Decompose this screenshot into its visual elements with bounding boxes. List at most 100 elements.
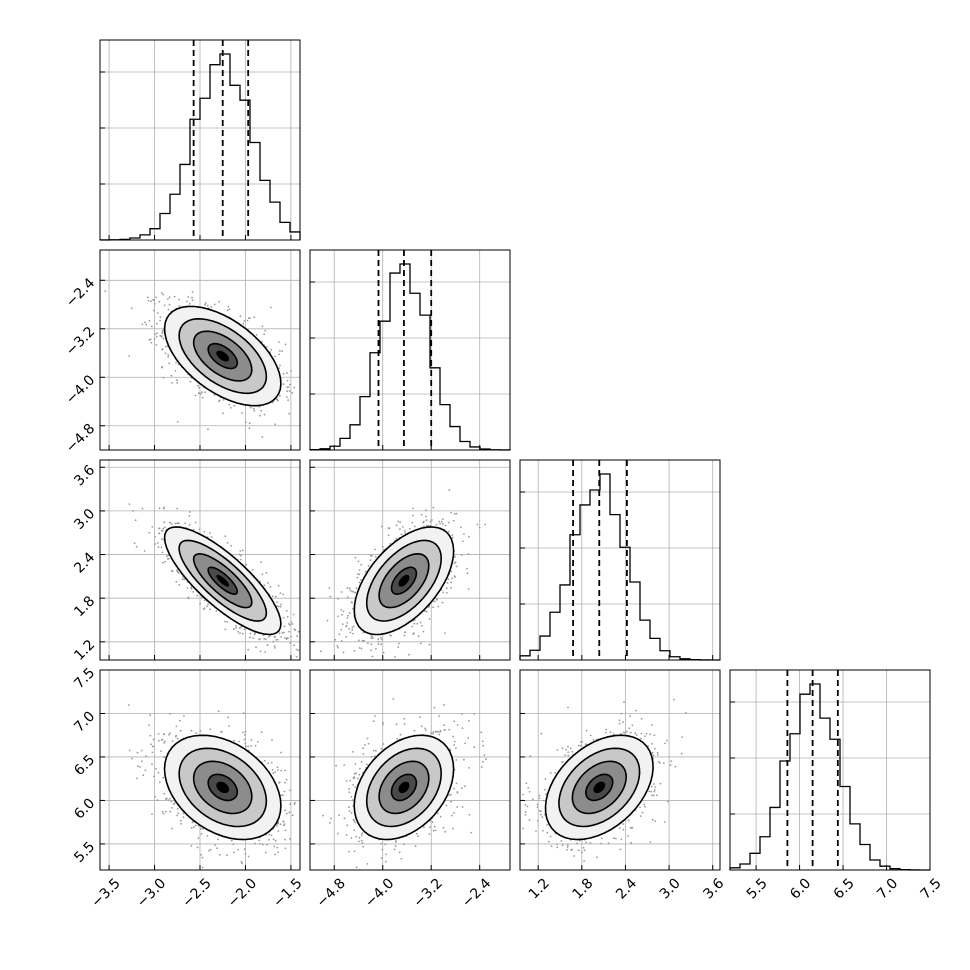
sample-point [440, 520, 443, 523]
contour-level-1 [192, 330, 253, 382]
sample-point [422, 630, 425, 633]
sample-point [158, 507, 161, 510]
sample-point [338, 633, 341, 636]
sample-point [199, 827, 202, 830]
panel-0-0 [99, 39, 301, 241]
sample-point [274, 635, 277, 638]
sample-point [206, 304, 209, 307]
sample-point [243, 320, 246, 322]
sample-point [419, 642, 422, 645]
sample-point [170, 374, 173, 377]
sample-point [162, 337, 165, 340]
sample-point [158, 532, 161, 535]
sample-point [175, 581, 178, 583]
sample-point [150, 325, 153, 328]
sample-point [414, 525, 416, 528]
y-tick-label: −4.8 [63, 421, 98, 456]
sample-point [402, 526, 404, 528]
sample-point [251, 569, 254, 571]
sample-point [171, 382, 173, 384]
panel-2-0: 1.21.82.43.03.6 [71, 459, 301, 664]
sample-point [450, 570, 453, 573]
sample-point [238, 553, 241, 556]
sample-point [270, 348, 273, 351]
sample-point [281, 350, 283, 353]
sample-point [442, 591, 445, 594]
sample-point [293, 644, 295, 647]
sample-point [374, 548, 376, 551]
sample-point [286, 372, 288, 375]
sample-point [232, 628, 235, 631]
sample-point [196, 846, 199, 849]
sample-point [198, 386, 201, 389]
sample-point [150, 300, 152, 303]
sample-point [230, 544, 233, 547]
sample-point [155, 335, 158, 338]
sample-point [351, 607, 354, 610]
sample-point [228, 403, 231, 406]
sample-point [255, 646, 257, 649]
sample-point [290, 370, 293, 372]
contour-level-3 [163, 526, 282, 636]
sample-point [209, 728, 212, 731]
sample-point [199, 393, 202, 395]
sample-point [190, 586, 193, 589]
sample-point [237, 630, 239, 633]
contour-level-3 [163, 305, 282, 407]
sample-point [224, 535, 227, 538]
sample-point [156, 332, 158, 335]
sample-point [191, 291, 194, 293]
sample-point [291, 391, 294, 394]
sample-point [468, 535, 470, 538]
sample-point [239, 550, 242, 552]
sample-point [462, 540, 464, 543]
sample-point [287, 637, 289, 640]
sample-point [227, 305, 230, 308]
sample-point [268, 833, 271, 836]
sample-point [179, 719, 181, 722]
sample-point [372, 637, 374, 639]
sample-point [154, 543, 157, 545]
sample-point [352, 625, 355, 628]
sample-point [340, 591, 343, 593]
sample-point [226, 854, 228, 857]
sample-point [450, 581, 452, 584]
sample-point [275, 639, 277, 641]
sample-point [466, 572, 469, 575]
sample-point [356, 573, 359, 575]
sample-point [269, 586, 272, 588]
sample-point [137, 765, 139, 768]
sample-point [276, 846, 279, 849]
sample-point [404, 532, 407, 534]
sample-point [441, 523, 444, 525]
sample-point [279, 592, 282, 595]
sample-point [164, 560, 166, 563]
sample-point [154, 796, 157, 798]
sample-point [171, 827, 173, 830]
sample-point [455, 512, 458, 515]
sample-point [242, 731, 244, 734]
sample-point [342, 610, 345, 613]
sample-point [230, 839, 233, 842]
sample-point [246, 319, 249, 322]
sample-point [267, 582, 269, 584]
sample-point [168, 521, 171, 524]
sample-point [286, 379, 289, 382]
sample-point [399, 521, 401, 524]
sample-point [160, 529, 163, 532]
sample-point [434, 600, 436, 603]
sample-point [167, 298, 169, 300]
sample-point [250, 406, 252, 409]
sample-point [454, 561, 457, 564]
sample-point [164, 810, 167, 813]
panel-frame [309, 249, 511, 451]
sample-point [144, 321, 146, 324]
sample-point [277, 605, 280, 608]
density-peak [216, 350, 230, 362]
sample-point [239, 558, 242, 561]
sample-point [177, 812, 180, 815]
sample-point [254, 744, 257, 747]
sample-point [284, 343, 287, 346]
sample-point [244, 734, 246, 736]
sample-point [337, 597, 339, 600]
